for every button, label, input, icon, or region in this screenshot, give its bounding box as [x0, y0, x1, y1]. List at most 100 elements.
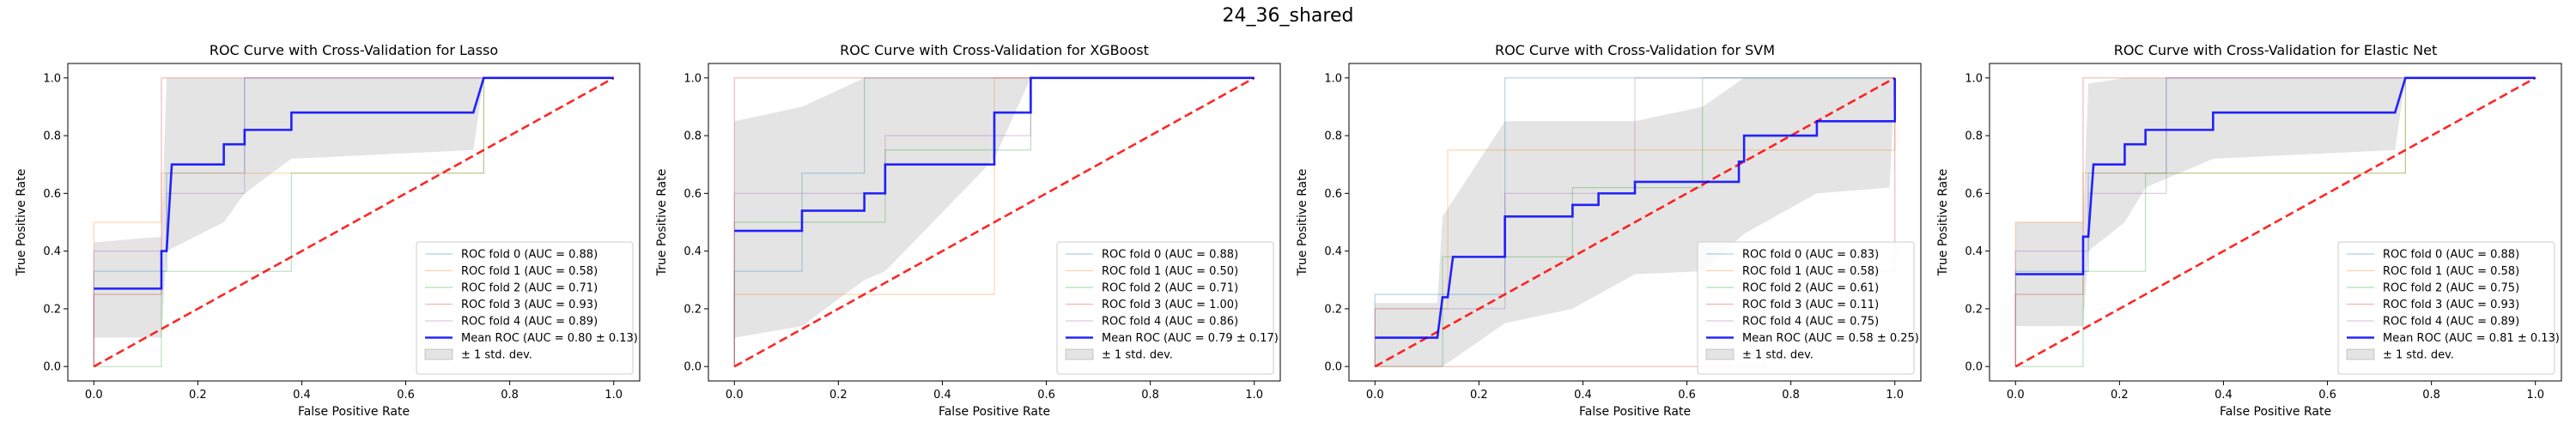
x-tick-label: 0.2 — [829, 389, 848, 402]
legend-entry-label: ROC fold 2 (AUC = 0.75) — [2383, 282, 2519, 295]
x-tick-label: 0.6 — [1037, 389, 1055, 402]
plot-area — [93, 76, 615, 368]
legend-entry-label: ± 1 std. dev. — [461, 349, 532, 362]
x-axis-label: False Positive Rate — [939, 405, 1050, 419]
x-tick-label: 0.4 — [1574, 389, 1592, 402]
legend-entry-label: ROC fold 2 (AUC = 0.61) — [1742, 282, 1879, 295]
fold-0-curve — [2014, 77, 2536, 367]
legend-entry-label: ROC fold 0 (AUC = 0.88) — [2383, 249, 2519, 262]
legend-entry-label: ROC fold 0 (AUC = 0.88) — [461, 249, 598, 262]
legend-entry-label: Mean ROC (AUC = 0.80 ± 0.13) — [461, 332, 638, 345]
y-tick-label: 0.0 — [1965, 361, 1983, 374]
legend-box — [1056, 241, 1274, 375]
axes-frame — [67, 63, 641, 382]
y-tick-label: 0.4 — [1324, 245, 1342, 258]
legend-band-swatch — [424, 348, 453, 360]
legend-entry-label: ROC fold 4 (AUC = 0.75) — [1742, 316, 1879, 329]
x-axis-label: False Positive Rate — [2220, 405, 2331, 419]
fold-2-curve — [2015, 77, 2536, 367]
x-tick-label: 0.4 — [933, 389, 951, 402]
y-tick-label: 0.6 — [683, 188, 702, 201]
legend-entry-label: ROC fold 2 (AUC = 0.71) — [461, 282, 598, 295]
x-tick-label: 0.4 — [2215, 389, 2233, 402]
chance-diagonal — [733, 76, 1255, 368]
legend: ROC fold 0 (AUC = 0.83) ROC fold 1 (AUC =… — [1697, 241, 1919, 375]
legend-entry-label: Mean ROC (AUC = 0.58 ± 0.25) — [1742, 332, 1919, 345]
fold-4-curve — [733, 77, 1255, 367]
legend-entry-label: ROC fold 0 (AUC = 0.88) — [1102, 249, 1238, 262]
x-tick-label: 0.6 — [397, 389, 415, 402]
y-axis-label: True Positive Rate — [15, 169, 28, 277]
x-tick-label: 1.0 — [1245, 389, 1263, 402]
legend-entry-label: ROC fold 1 (AUC = 0.58) — [2383, 265, 2519, 278]
x-tick-label: 1.0 — [1886, 389, 1904, 402]
fold-4-curve — [1374, 77, 1895, 367]
chance-diagonal — [1374, 76, 1896, 368]
legend-entry-label: Mean ROC (AUC = 0.81 ± 0.13) — [2383, 332, 2560, 345]
fold-0-curve — [1374, 77, 1895, 367]
legend-entry-label: ROC fold 0 (AUC = 0.83) — [1742, 249, 1879, 262]
legend-entry-label: ROC fold 3 (AUC = 0.11) — [1742, 299, 1879, 311]
mean-roc-curve — [2015, 76, 2536, 275]
fold-2-curve — [94, 77, 614, 367]
legend-entry-label: ROC fold 3 (AUC = 0.93) — [461, 299, 598, 311]
y-tick-label: 0.8 — [1324, 130, 1342, 143]
legend-entry-label: ROC fold 4 (AUC = 0.89) — [461, 316, 598, 329]
x-tick-label: 0.2 — [2111, 389, 2129, 402]
fold-2-curve — [1375, 77, 1895, 367]
y-axis-label: True Positive Rate — [1936, 169, 1950, 277]
fold-1-curve — [1374, 77, 1896, 367]
legend-entry-label: ROC fold 2 (AUC = 0.71) — [1102, 282, 1238, 295]
legend-entry-label: ROC fold 4 (AUC = 0.89) — [2383, 316, 2519, 329]
x-tick-label: 1.0 — [605, 389, 623, 402]
fold-0-curve — [733, 77, 1255, 367]
legend-entry-label: Mean ROC (AUC = 0.79 ± 0.17) — [1102, 332, 1279, 345]
fold-2-curve — [733, 77, 1255, 367]
x-tick-label: 0.2 — [189, 389, 207, 402]
std-band — [2015, 77, 2536, 327]
legend-band-swatch — [1705, 348, 1735, 360]
y-tick-label: 0.0 — [1324, 361, 1342, 374]
std-band — [94, 77, 614, 338]
y-axis-label: True Positive Rate — [1296, 169, 1309, 277]
y-tick-label: 0.2 — [1965, 303, 1983, 316]
y-tick-label: 0.6 — [1965, 188, 1983, 201]
axes-frame — [1348, 63, 1922, 382]
figure-suptitle: 24_36_shared — [1222, 5, 1354, 27]
legend-box — [1697, 241, 1915, 375]
y-tick-label: 0.8 — [43, 130, 61, 143]
axes-frame — [1989, 63, 2562, 382]
legend-box — [2337, 241, 2555, 375]
y-tick-label: 0.6 — [43, 188, 61, 201]
chance-diagonal — [2014, 76, 2537, 368]
fold-4-curve — [93, 77, 614, 367]
x-tick-label: 0.6 — [1678, 389, 1696, 402]
fold-0-curve — [93, 77, 614, 367]
x-tick-label: 0.8 — [501, 389, 519, 402]
legend-band-swatch — [1065, 348, 1094, 360]
fold-3-curve — [93, 77, 614, 367]
y-tick-label: 0.4 — [1965, 245, 1983, 258]
chart-title: ROC Curve with Cross-Validation for Lass… — [210, 42, 498, 58]
x-tick-label: 0.6 — [2318, 389, 2336, 402]
x-tick-label: 0.0 — [85, 389, 103, 402]
y-tick-label: 0.0 — [43, 361, 61, 374]
y-tick-label: 1.0 — [683, 72, 702, 85]
std-band — [734, 77, 1255, 338]
x-tick-label: 0.8 — [2422, 389, 2440, 402]
fold-1-curve — [2014, 77, 2536, 367]
legend-box — [416, 241, 634, 375]
legend-entry-label: ROC fold 4 (AUC = 0.86) — [1102, 316, 1238, 329]
x-tick-label: 0.2 — [1470, 389, 1488, 402]
x-tick-label: 1.0 — [2526, 389, 2544, 402]
mean-roc-curve — [734, 76, 1255, 233]
chart-title: ROC Curve with Cross-Validation for SVM — [1495, 42, 1775, 58]
legend-band-swatch — [2346, 348, 2375, 360]
fold-3-curve — [733, 77, 1255, 367]
chart-title: ROC Curve with Cross-Validation for Elas… — [2114, 42, 2438, 58]
y-axis-label: True Positive Rate — [655, 169, 669, 277]
